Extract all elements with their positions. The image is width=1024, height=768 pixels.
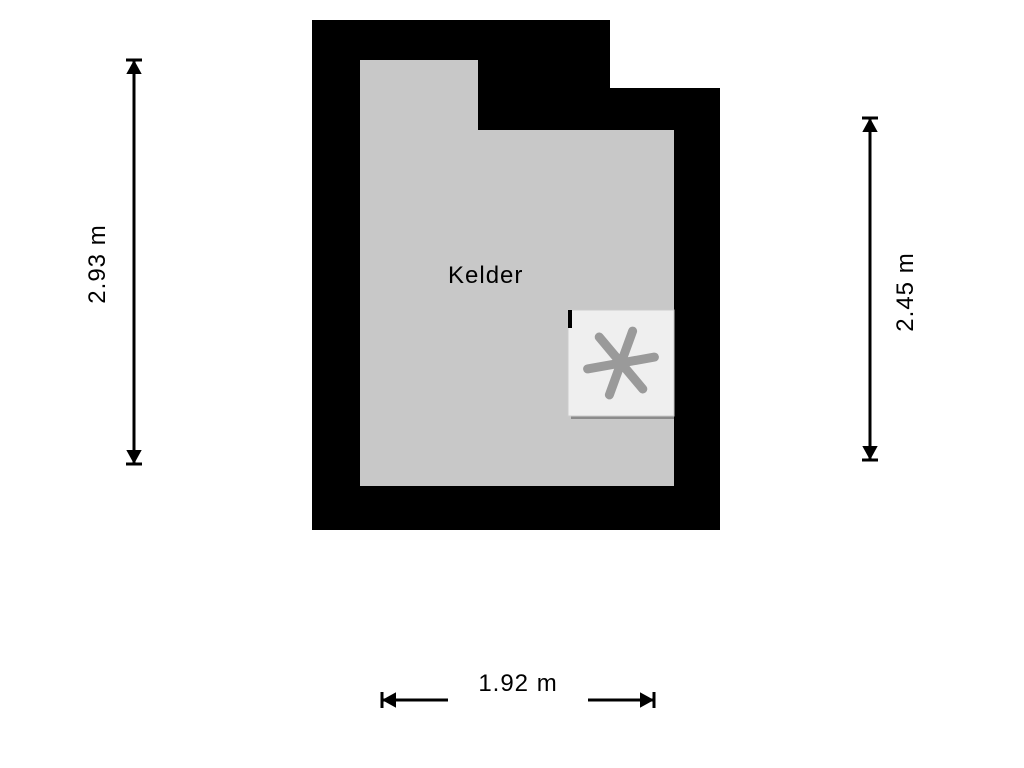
floorplan-svg [0, 0, 1024, 768]
dimension-left-label: 2.93 m [84, 204, 112, 324]
room-label: Kelder [448, 262, 523, 290]
dimension-right-label: 2.45 m [892, 232, 920, 352]
appliance-fixture [568, 310, 677, 419]
floorplan-canvas: Kelder 2.93 m 2.45 m 1.92 m [0, 0, 1024, 768]
dimension-bottom-label: 1.92 m [448, 670, 588, 702]
